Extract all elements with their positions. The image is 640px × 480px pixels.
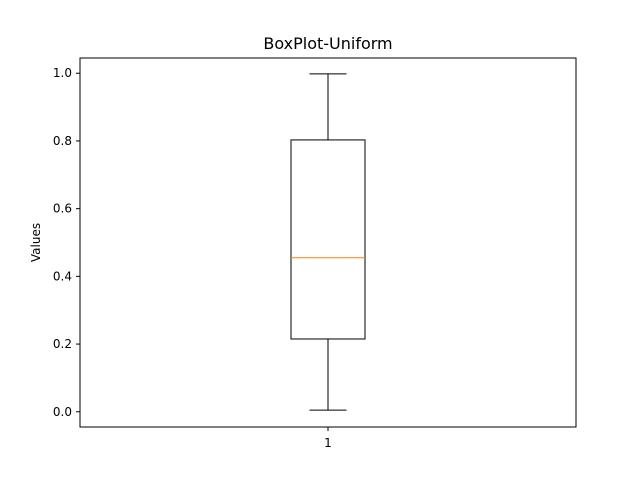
x-axis: 1 bbox=[324, 427, 332, 450]
plot-frame bbox=[79, 57, 577, 428]
y-tick-label: 0.8 bbox=[53, 134, 72, 148]
y-tick-label: 0.6 bbox=[53, 202, 72, 216]
y-axis: 0.0 0.2 0.4 0.6 0.8 1.0 bbox=[53, 66, 80, 419]
iqr-box bbox=[290, 139, 366, 340]
box-group bbox=[290, 73, 366, 411]
y-tick-label: 0.0 bbox=[53, 405, 72, 419]
chart-title: BoxPlot-Uniform bbox=[263, 34, 392, 53]
y-tick-label: 0.4 bbox=[53, 269, 72, 283]
y-tick-label: 1.0 bbox=[53, 66, 72, 80]
y-axis-label: Values bbox=[29, 223, 43, 262]
y-tick-label: 0.2 bbox=[53, 337, 72, 351]
x-tick-label: 1 bbox=[324, 436, 332, 450]
